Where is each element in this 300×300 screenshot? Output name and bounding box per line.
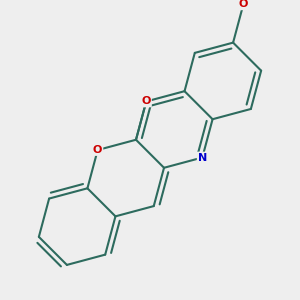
Text: N: N [198, 152, 207, 163]
Text: O: O [142, 96, 151, 106]
Text: O: O [239, 0, 248, 9]
Text: O: O [93, 145, 102, 155]
